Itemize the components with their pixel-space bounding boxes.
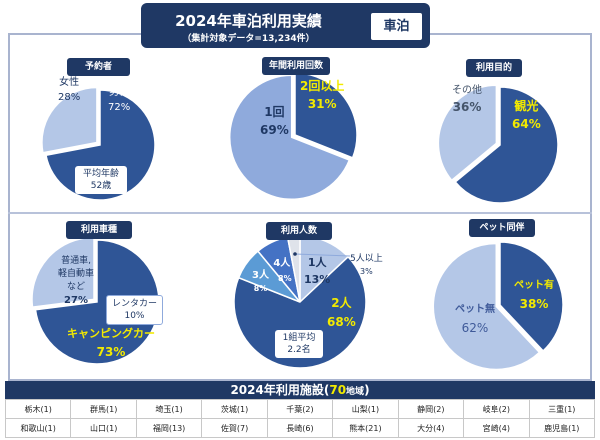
avg-age-box: 平均年齢 52歳 <box>75 166 127 195</box>
facility-cell: 鹿児島(1) <box>528 418 595 438</box>
frame-top-left <box>8 33 141 35</box>
frame-top-right <box>430 33 592 35</box>
leader-dot <box>293 252 297 256</box>
table-row: 和歌山(1) 山口(1) 福岡(13) 佐賀(7) 長崎(6) 熊本(21) 大分(4) 宮崎… <box>4 418 595 438</box>
label-other: その他 36% <box>452 85 482 114</box>
label-female: 女性 28% <box>58 77 81 103</box>
logo-text: 車泊 <box>383 19 410 34</box>
chart-title-vehicle: 利用車種 <box>66 221 132 239</box>
chart-title-purpose: 利用目的 <box>466 59 522 77</box>
facility-cell: 三重(1) <box>528 399 595 419</box>
label-regular-car: 普通車, 軽自動車 など 27% <box>58 256 95 307</box>
facility-cell: 静岡(2) <box>397 399 465 419</box>
label-once: 1回 69% <box>260 105 289 137</box>
facility-cell: 栃木(1) <box>4 399 72 419</box>
pie-slice-1-1 <box>228 74 351 200</box>
label-no-pet: ペット無 62% <box>455 304 495 335</box>
shahaku-logo: 車泊 <box>371 13 422 40</box>
facility-cell: 大分(4) <box>397 418 465 438</box>
page-title: 2024年車泊利用実績 <box>175 12 322 30</box>
facility-cell: 千葉(2) <box>266 399 334 419</box>
chart-title-party-size: 利用人数 <box>266 222 332 240</box>
label-1-person: 1人 13% <box>304 256 331 286</box>
facility-cell: 佐賀(7) <box>201 418 268 438</box>
facility-cell: 群馬(1) <box>70 399 137 419</box>
chart-title-pet: ペット同伴 <box>469 219 535 237</box>
pie-slice-2-0 <box>454 86 559 204</box>
label-4-people: 4人 8% <box>273 258 292 283</box>
label-twice-plus: 2回以上 31% <box>300 79 345 111</box>
facility-cell: 山梨(1) <box>332 399 399 419</box>
row-divider <box>8 212 592 214</box>
facility-cell: 長崎(6) <box>266 418 334 438</box>
label-2-people: 2人 68% <box>327 296 356 330</box>
pie-slice-3-0 <box>34 239 160 365</box>
facility-cell: 福岡(13) <box>135 418 203 438</box>
table-row: 栃木(1) 群馬(1) 埼玉(1) 茨城(1) 千葉(2) 山梨(1) 静岡(2) 岐阜(2)… <box>4 399 595 419</box>
facility-cell: 岐阜(2) <box>463 399 530 419</box>
facility-cell: 宮崎(4) <box>463 418 530 438</box>
charts-frame <box>8 33 592 381</box>
facility-count: 70 <box>329 383 347 397</box>
pie-slice-0-1 <box>41 86 98 154</box>
avg-party-box: 1組平均 2.2名 <box>275 330 323 359</box>
pie-slice-2-1 <box>437 84 498 182</box>
rental-car-box: レンタカー 10% <box>106 295 163 326</box>
pie-slice-5-1 <box>432 242 541 371</box>
label-camping-car: キャンピングカー 73% <box>67 327 155 359</box>
pie-slice-5-0 <box>499 241 564 352</box>
facility-cell: 山口(1) <box>70 418 137 438</box>
label-with-pet: ペット有 38% <box>514 280 554 311</box>
facilities-header: 2024年利用施設(70地域) <box>5 381 595 399</box>
label-male: 男性 72% <box>108 87 131 113</box>
page-subtitle: （集計対象データ=13,234件） <box>182 34 315 44</box>
title-banner: 2024年車泊利用実績 （集計対象データ=13,234件） 車泊 <box>141 3 430 48</box>
facility-cell: 和歌山(1) <box>4 418 72 438</box>
label-5-plus: 5人以上 3% <box>350 254 383 277</box>
leader-line <box>294 253 351 257</box>
label-3-people: 3人 8% <box>252 270 269 293</box>
facility-cell: 茨城(1) <box>201 399 268 419</box>
facilities-table: 栃木(1) 群馬(1) 埼玉(1) 茨城(1) 千葉(2) 山梨(1) 静岡(2) 岐阜(2)… <box>4 399 595 438</box>
pie-slice-0-0 <box>45 89 156 201</box>
chart-title-annual-use: 年間利用回数 <box>262 57 330 75</box>
facility-cell: 埼玉(1) <box>135 399 203 419</box>
chart-title-reserver: 予約者 <box>67 58 130 76</box>
pie-slice-4-1 <box>233 255 367 369</box>
facility-cell: 熊本(21) <box>332 418 399 438</box>
label-sightseeing: 観光 64% <box>512 99 541 131</box>
